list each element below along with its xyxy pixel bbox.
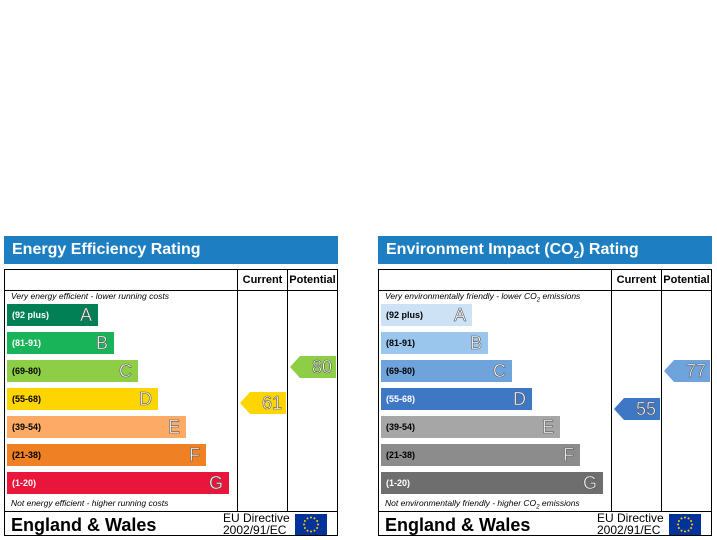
eu-directive: EU Directive 2002/91/EC <box>223 511 290 537</box>
current-column-header: Current <box>242 274 283 286</box>
band-range-label: (39-54) <box>12 422 42 432</box>
rating-band-c: (69-80) C <box>381 360 512 382</box>
potential-column-header: Potential <box>289 274 336 286</box>
top-note: Very environmentally friendly - lower CO… <box>385 291 581 304</box>
band-letter: E <box>541 417 555 438</box>
environment-impact-panel: Environment Impact (CO2) Rating Current … <box>378 236 712 536</box>
potential-rating-value: 77 <box>685 361 707 382</box>
rating-band-d: (55-68) D <box>7 388 158 410</box>
band-range-label: (69-80) <box>386 366 416 376</box>
band-range-label: (21-38) <box>386 450 416 460</box>
current-rating-value: 55 <box>635 399 657 420</box>
band-range-label: (81-91) <box>386 338 416 348</box>
band-range-label: (55-68) <box>386 394 416 404</box>
band-letter: D <box>139 389 153 410</box>
rating-band-b: (81-91) B <box>381 332 488 354</box>
bottom-note: Not environmentally friendly - higher CO… <box>385 498 580 511</box>
band-letter: D <box>513 389 527 410</box>
energy-efficiency-panel: Energy Efficiency Rating Current Potenti… <box>4 236 338 536</box>
region-label: England & Wales <box>11 515 157 535</box>
rating-band-f: (21-38) F <box>7 444 206 466</box>
top-note: Very energy efficient - lower running co… <box>11 291 169 301</box>
band-range-label: (1-20) <box>12 478 37 488</box>
band-letter: B <box>469 333 483 354</box>
potential-rating-marker: 77 <box>664 360 710 382</box>
rating-band-a: (92 plus) A <box>381 304 472 326</box>
band-letter: E <box>167 417 181 438</box>
bottom-note: Not energy efficient - higher running co… <box>11 498 169 508</box>
rating-band-g: (1-20) G <box>7 472 229 494</box>
eu-flag-icon <box>669 514 701 535</box>
potential-rating-value: 80 <box>311 357 333 378</box>
current-rating-marker: 61 <box>240 392 286 414</box>
potential-rating-marker: 80 <box>290 356 336 378</box>
band-range-label: (1-20) <box>386 478 411 488</box>
rating-band-c: (69-80) C <box>7 360 138 382</box>
current-rating-value: 61 <box>261 393 283 414</box>
eu-flag-icon <box>295 514 327 535</box>
band-letter: F <box>189 445 201 466</box>
band-letter: G <box>582 473 598 494</box>
potential-column-header: Potential <box>663 274 710 286</box>
rating-band-d: (55-68) D <box>381 388 532 410</box>
band-letter: F <box>563 445 575 466</box>
rating-band-e: (39-54) E <box>7 416 186 438</box>
band-range-label: (21-38) <box>12 450 42 460</box>
band-range-label: (55-68) <box>12 394 42 404</box>
band-letter: A <box>79 305 93 326</box>
band-range-label: (92 plus) <box>12 310 50 320</box>
rating-band-a: (92 plus) A <box>7 304 98 326</box>
eu-directive: EU Directive 2002/91/EC <box>597 511 664 537</box>
environment-panel-title: Environment Impact (CO2) Rating <box>378 236 712 264</box>
rating-band-f: (21-38) F <box>381 444 580 466</box>
band-letter: C <box>493 361 507 382</box>
rating-band-e: (39-54) E <box>381 416 560 438</box>
rating-band-b: (81-91) B <box>7 332 114 354</box>
band-range-label: (39-54) <box>386 422 416 432</box>
rating-band-g: (1-20) G <box>381 472 603 494</box>
energy-panel-title: Energy Efficiency Rating <box>4 236 338 264</box>
band-letter: B <box>95 333 109 354</box>
band-range-label: (81-91) <box>12 338 42 348</box>
current-rating-marker: 55 <box>614 398 660 420</box>
current-column-header: Current <box>616 274 657 286</box>
band-letter: A <box>453 305 467 326</box>
energy-rating-frame: Current Potential Very energy efficient … <box>4 269 338 536</box>
band-range-label: (69-80) <box>12 366 42 376</box>
band-letter: G <box>208 473 224 494</box>
band-range-label: (92 plus) <box>386 310 424 320</box>
environment-rating-frame: Current Potential Very environmentally f… <box>378 269 712 536</box>
band-letter: C <box>119 361 133 382</box>
region-label: England & Wales <box>385 515 531 535</box>
